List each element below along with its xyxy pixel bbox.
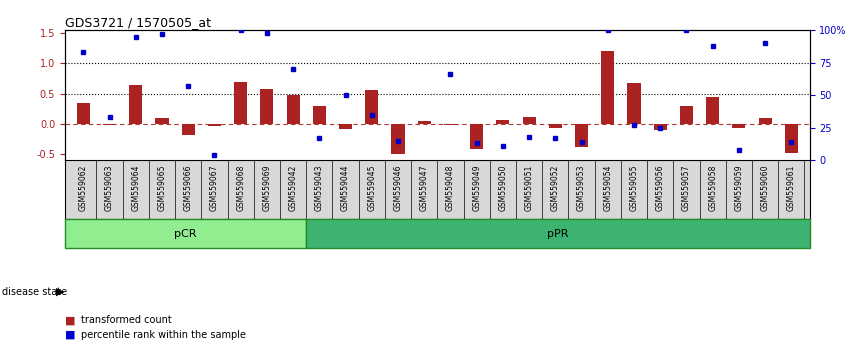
Text: GSM559059: GSM559059 [734,165,743,211]
Text: GSM559067: GSM559067 [210,165,219,211]
Bar [339,124,352,129]
Text: GSM559045: GSM559045 [367,165,376,211]
Bar [365,90,378,124]
Text: GSM559044: GSM559044 [341,165,350,211]
Bar [496,120,509,124]
Bar [103,124,116,125]
Bar [261,89,274,124]
Bar [129,85,142,124]
Text: transformed count: transformed count [81,315,171,325]
Bar [155,118,169,124]
Text: GSM559061: GSM559061 [787,165,796,211]
Bar [307,219,810,248]
Bar [680,106,693,124]
Bar [654,124,667,130]
Text: disease state: disease state [2,287,67,297]
Bar [601,51,614,124]
Text: GSM559049: GSM559049 [472,165,481,211]
Bar [759,118,772,124]
Text: GSM559063: GSM559063 [105,165,114,211]
Text: GSM559043: GSM559043 [315,165,324,211]
Text: GSM559069: GSM559069 [262,165,271,211]
Text: GSM559058: GSM559058 [708,165,717,211]
Text: GSM559062: GSM559062 [79,165,87,211]
Bar [65,219,307,248]
Text: GSM559051: GSM559051 [525,165,533,211]
Bar [549,124,562,128]
Text: GDS3721 / 1570505_at: GDS3721 / 1570505_at [65,16,211,29]
Bar [417,121,430,124]
Text: GSM559056: GSM559056 [656,165,665,211]
Bar [391,124,404,154]
Bar [628,83,641,124]
Text: GSM559060: GSM559060 [760,165,770,211]
Text: GSM559053: GSM559053 [577,165,586,211]
Bar [706,97,720,124]
Text: pPR: pPR [547,229,569,239]
Text: GSM559042: GSM559042 [288,165,298,211]
Bar [182,124,195,135]
Bar [208,124,221,126]
Text: GSM559064: GSM559064 [132,165,140,211]
Text: ■: ■ [65,315,79,325]
Text: GSM559057: GSM559057 [682,165,691,211]
Text: GSM559054: GSM559054 [604,165,612,211]
Text: GSM559048: GSM559048 [446,165,455,211]
Text: GSM559065: GSM559065 [158,165,166,211]
Bar [313,106,326,124]
Bar [470,124,483,149]
Bar [77,103,90,124]
Bar [287,96,300,124]
Text: GSM559052: GSM559052 [551,165,559,211]
Text: GSM559047: GSM559047 [420,165,429,211]
Text: ▶: ▶ [56,287,65,297]
Text: GSM559046: GSM559046 [393,165,403,211]
Text: pCR: pCR [174,229,197,239]
Text: percentile rank within the sample: percentile rank within the sample [81,330,246,339]
Bar [733,124,746,128]
Bar [522,117,536,124]
Text: GSM559066: GSM559066 [184,165,193,211]
Bar [444,124,457,125]
Text: GSM559055: GSM559055 [630,165,638,211]
Bar [785,124,798,153]
Text: GSM559068: GSM559068 [236,165,245,211]
Text: GSM559050: GSM559050 [499,165,507,211]
Bar [575,124,588,147]
Bar [234,81,247,124]
Text: ■: ■ [65,330,79,339]
